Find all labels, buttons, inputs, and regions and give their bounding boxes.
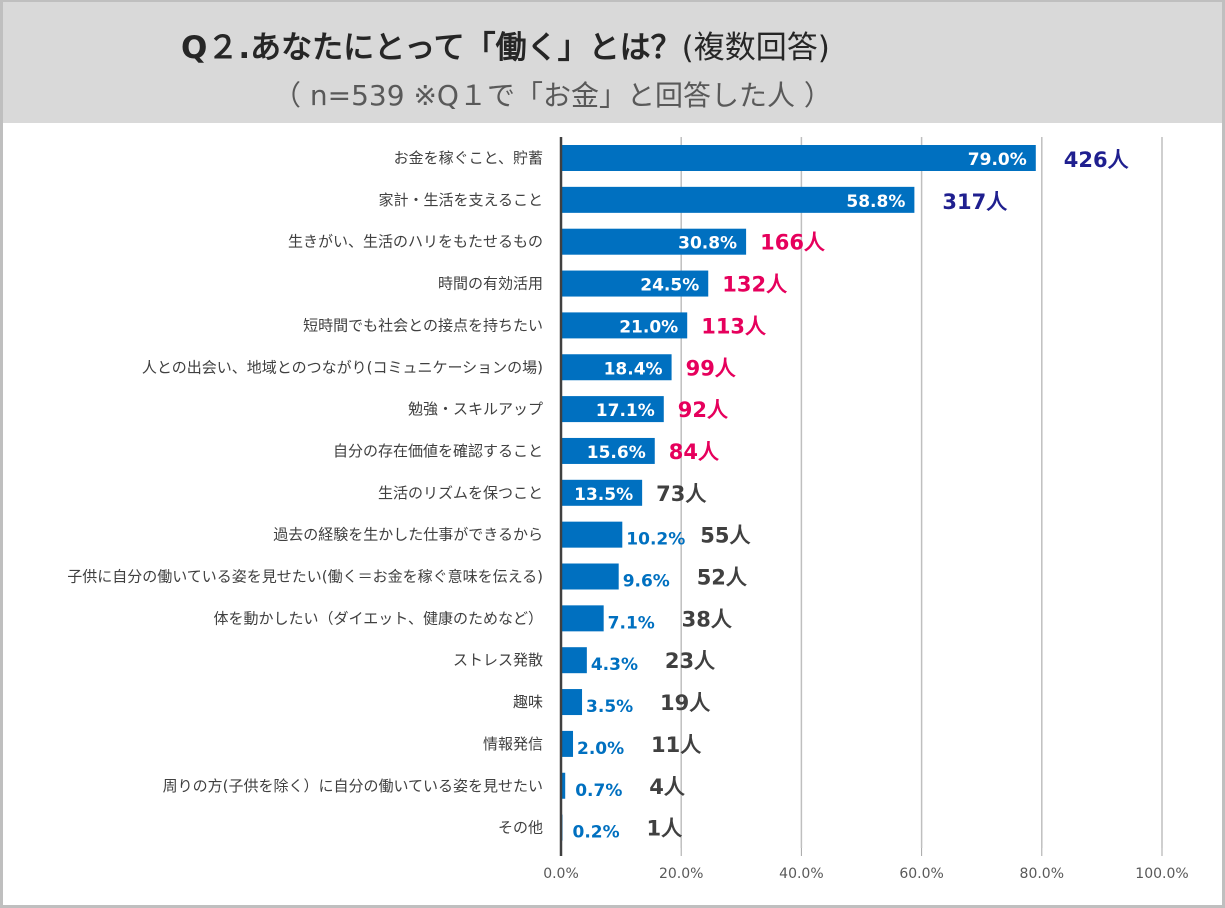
chart-header: Q２.あなたにとって「働く」とは？(複数回答) （ n=539 ※Q１で「お金」… xyxy=(3,2,1222,123)
count-label: 38人 xyxy=(682,607,732,631)
value-label: 79.0% xyxy=(968,150,1027,170)
bar xyxy=(561,145,1036,171)
bar xyxy=(561,270,709,297)
count-label: 19人 xyxy=(660,691,710,715)
value-label: 15.6% xyxy=(587,443,646,463)
category-label: 時間の有効活用 xyxy=(438,275,543,293)
gridlines xyxy=(680,137,1163,848)
category-label: 生活のリズムを保つこと xyxy=(378,484,543,502)
bar xyxy=(561,689,583,716)
bar xyxy=(561,730,574,757)
category-label: 自分の存在価値を確認すること xyxy=(333,442,543,460)
value-label: 7.1% xyxy=(608,613,655,633)
value-label: 4.3% xyxy=(591,655,638,675)
bar xyxy=(561,354,672,381)
category-label: 周りの方(子供を除く）に自分の働いている姿を見せたい xyxy=(163,777,543,795)
x-tick-label: 20.0% xyxy=(659,866,703,882)
category-label: 子供に自分の働いている姿を見せたい(働く＝お金を稼ぐ意味を伝える) xyxy=(67,568,543,586)
value-label: 0.2% xyxy=(573,823,620,843)
count-label: 84人 xyxy=(669,440,719,464)
count-label: 426人 xyxy=(1064,148,1129,172)
count-label: 317人 xyxy=(942,190,1007,214)
category-label: 趣味 xyxy=(513,693,543,711)
count-label: 113人 xyxy=(701,314,766,338)
category-label: 短時間でも社会との接点を持ちたい xyxy=(303,316,543,334)
category-label: 体を動かしたい（ダイエット、健康のためなど） xyxy=(213,609,543,627)
count-label: 73人 xyxy=(656,482,706,506)
x-tick-label: 0.0% xyxy=(543,866,579,882)
bar xyxy=(561,396,664,423)
category-label: ストレス発散 xyxy=(453,651,543,669)
count-label: 99人 xyxy=(686,356,736,380)
category-label: お金を稼ぐこと、貯蓄 xyxy=(394,149,543,167)
value-label: 30.8% xyxy=(678,234,737,254)
count-label: 166人 xyxy=(760,231,825,255)
value-label: 3.5% xyxy=(586,697,633,717)
value-label: 24.5% xyxy=(640,276,699,296)
count-label: 11人 xyxy=(651,733,701,757)
bars xyxy=(561,145,1036,841)
bar xyxy=(561,521,623,548)
category-label: 生きがい、生活のハリをもたせるもの xyxy=(288,233,543,251)
category-label: 情報発信 xyxy=(483,735,543,753)
count-label: 1人 xyxy=(647,817,683,841)
chart-title: Q２.あなたにとって「働く」とは？(複数回答) xyxy=(181,22,830,67)
count-label: 4人 xyxy=(649,775,685,799)
bar xyxy=(561,437,655,464)
value-label: 13.5% xyxy=(574,485,633,505)
value-label: 21.0% xyxy=(619,317,678,337)
title-paren: (複数回答) xyxy=(681,30,830,66)
data-labels: 79.0% 426人 58.8% 317人 30.8% 166人 24.5% 132人 21.0… xyxy=(573,148,1129,843)
count-label: 23人 xyxy=(665,649,715,673)
category-label: 人との出会い、地域とのつながり(コミュニケーションの場) xyxy=(142,358,543,376)
x-tick-label: 40.0% xyxy=(779,866,823,882)
x-tick-label: 100.0% xyxy=(1135,866,1188,882)
x-axis-ticks: 0.0% 20.0% 40.0% 60.0% 80.0% 100.0% xyxy=(543,848,1189,882)
value-label: 58.8% xyxy=(846,192,905,212)
value-label: 18.4% xyxy=(604,359,663,379)
value-label: 17.1% xyxy=(596,401,655,421)
bar xyxy=(561,186,915,213)
x-tick-label: 60.0% xyxy=(899,866,943,882)
category-labels: お金を稼ぐこと、貯蓄家計・生活を支えること生きがい、生活のハリをもたせるもの時間… xyxy=(67,149,543,837)
bar xyxy=(561,605,604,632)
value-label: 0.7% xyxy=(575,781,622,801)
count-label: 132人 xyxy=(722,273,787,297)
count-label: 92人 xyxy=(678,398,728,422)
bar xyxy=(561,479,643,506)
bar xyxy=(561,647,587,674)
value-label: 2.0% xyxy=(577,739,624,759)
category-label: その他 xyxy=(498,819,543,837)
value-label: 9.6% xyxy=(623,572,670,592)
count-label: 52人 xyxy=(697,566,747,590)
x-tick-label: 80.0% xyxy=(1020,866,1064,882)
bar xyxy=(561,563,619,590)
bar xyxy=(561,228,747,255)
title-main: Q２.あなたにとって「働く」とは？ xyxy=(181,30,682,66)
chart-subtitle: （ n=539 ※Q１で「お金」と回答した人 ） xyxy=(273,79,832,112)
category-label: 過去の経験を生かした仕事ができるから xyxy=(273,526,543,544)
category-label: 勉強・スキルアップ xyxy=(408,400,543,418)
count-label: 55人 xyxy=(700,524,750,548)
category-label: 家計・生活を支えること xyxy=(378,191,543,209)
bar xyxy=(561,772,566,799)
bar xyxy=(561,312,688,339)
value-label: 10.2% xyxy=(626,530,685,550)
